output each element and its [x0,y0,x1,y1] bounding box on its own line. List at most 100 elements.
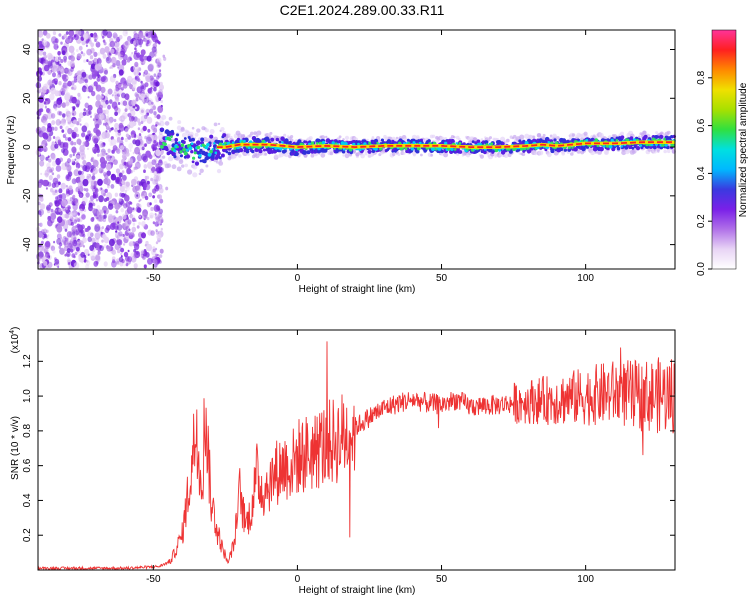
noise-blob [121,213,127,220]
noise-blob [52,249,56,254]
noise-blob [102,29,108,36]
noise-blob [41,118,45,123]
noise-blob [144,92,150,99]
noise-blob [137,237,143,244]
noise-blob [70,55,75,62]
noise-blob [75,188,79,193]
noise-blob [72,197,76,201]
noise-blob [116,148,121,154]
noise-blob [118,83,122,89]
noise-blob [89,245,95,251]
noise-blob [50,245,56,252]
signal-mid-dot [193,151,197,155]
noise-blob [121,170,125,174]
noise-blob [44,169,50,176]
noise-blob [100,86,106,94]
noise-blob [131,178,137,186]
noise-blob [44,55,48,59]
signal-band-dot [275,137,280,142]
signal-halo-dot [342,138,345,141]
noise-blob [76,133,80,138]
signal-band-dot [573,147,578,152]
signal-band-dot [245,149,250,154]
noise-blob [82,237,87,244]
noise-blob [58,208,62,213]
signal-halo-dot [537,133,541,138]
signal-mid-dot [196,145,201,150]
signal-halo-dot [162,155,166,159]
noise-blob [88,60,92,66]
noise-blob [137,78,141,82]
noise-blob [124,137,128,143]
noise-blob [118,256,124,263]
noise-blob [71,106,74,109]
signal-halo-dot [166,163,172,168]
noise-blob [131,99,137,107]
noise-blob [154,115,157,118]
noise-blob [77,151,81,156]
signal-band-dot [174,141,178,145]
noise-blob [158,212,163,218]
noise-blob [68,29,75,37]
snr-series [37,341,676,571]
noise-blob [105,163,112,171]
noise-blob [90,63,96,70]
noise-blob [115,230,118,233]
noise-blob [54,189,58,193]
spectrogram-x-ticks: -50 0 50 100 [146,30,594,284]
signal-mid-dot [620,145,623,148]
noise-blob [113,87,119,95]
noise-blob [81,85,87,93]
noise-blob [55,100,62,109]
signal-mid-dot [412,141,416,145]
signal-mid-dot [209,149,213,154]
noise-blob [160,227,163,231]
noise-blob [78,112,84,119]
noise-blob [99,156,106,164]
signal-mid-dot [594,138,599,142]
noise-blob [120,247,125,253]
noise-blob [146,175,150,180]
noise-blob [135,206,141,213]
noise-blob [94,64,100,71]
signal-halo-dot [167,155,174,162]
noise-blob [86,260,89,263]
noise-blob [138,143,145,151]
signal-mid-dot [458,142,462,145]
signal-halo-dot [161,114,167,120]
noise-blob [68,211,74,218]
noise-blob [87,85,94,93]
noise-blob [41,115,47,124]
noise-blob [118,197,122,202]
noise-blob [123,243,126,246]
noise-blob [61,199,68,207]
signal-halo-dot [371,136,375,139]
noise-blob [67,262,71,266]
signal-mid-dot [207,152,212,157]
noise-blob [90,255,96,261]
noise-blob [113,33,119,40]
signal-halo-dot [666,130,671,135]
signal-halo-dot [237,133,243,139]
signal-band-dot [450,138,455,144]
signal-band-dot [541,139,546,144]
signal-mid-dot [523,147,527,151]
noise-blob [96,223,99,227]
noise-blob [146,55,152,62]
noise-blob [43,101,47,105]
noise-blob [38,208,44,216]
noise-blob [73,119,77,125]
signal-halo-dot [256,130,262,136]
noise-blob [141,232,146,239]
signal-halo-dot [194,132,199,137]
noise-blob [153,259,158,265]
signal-halo-dot [512,134,517,139]
noise-blob [80,51,84,55]
noise-blob [131,116,134,119]
signal-band-dot [563,148,567,152]
signal-band-dot [182,140,186,144]
noise-blob [134,47,137,51]
signal-band-dot [487,147,493,153]
noise-blob [139,44,142,48]
signal-halo-dot [430,153,434,157]
